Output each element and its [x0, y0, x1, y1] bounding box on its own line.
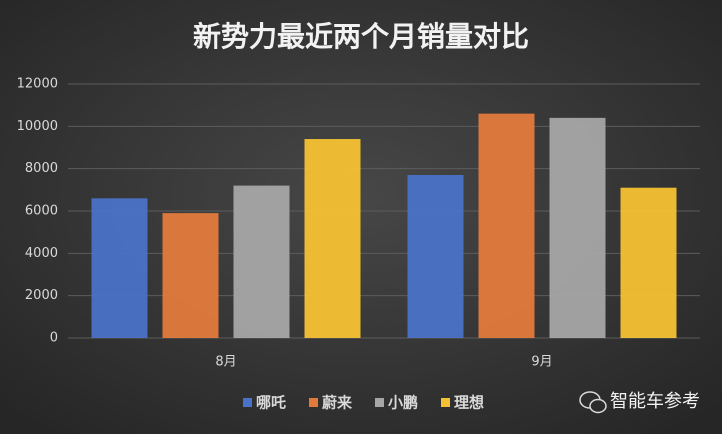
y-tick-label: 0	[50, 331, 58, 346]
chart-title: 新势力最近两个月销量对比	[193, 20, 529, 53]
legend-label: 蔚来	[322, 394, 353, 412]
watermark-icon	[589, 398, 607, 414]
legend-swatch	[375, 398, 384, 407]
y-tick-label: 4000	[25, 246, 58, 261]
legend-swatch	[441, 398, 450, 407]
bar	[549, 117, 606, 338]
bar	[304, 139, 361, 338]
watermark-text: 智能车参考	[610, 391, 700, 412]
bar	[478, 113, 535, 338]
bar	[233, 185, 290, 338]
legend-swatch	[309, 398, 318, 407]
legend-label: 理想	[454, 394, 484, 412]
x-tick-label: 8月	[215, 355, 236, 370]
x-tick-label: 9月	[531, 355, 552, 370]
y-tick-label: 8000	[25, 161, 58, 176]
y-tick-label: 12000	[17, 77, 58, 92]
legend-label: 哪吒	[256, 394, 286, 412]
bar	[162, 213, 219, 338]
watermark: 智能车参考	[579, 391, 700, 414]
y-tick-label: 2000	[25, 288, 58, 303]
y-tick-label: 6000	[25, 204, 58, 219]
y-tick-label: 10000	[17, 119, 58, 134]
legend-label: 小鹏	[388, 394, 418, 412]
bar	[91, 198, 148, 338]
legend-swatch	[243, 398, 252, 407]
bar	[407, 175, 464, 338]
bar	[620, 187, 677, 338]
